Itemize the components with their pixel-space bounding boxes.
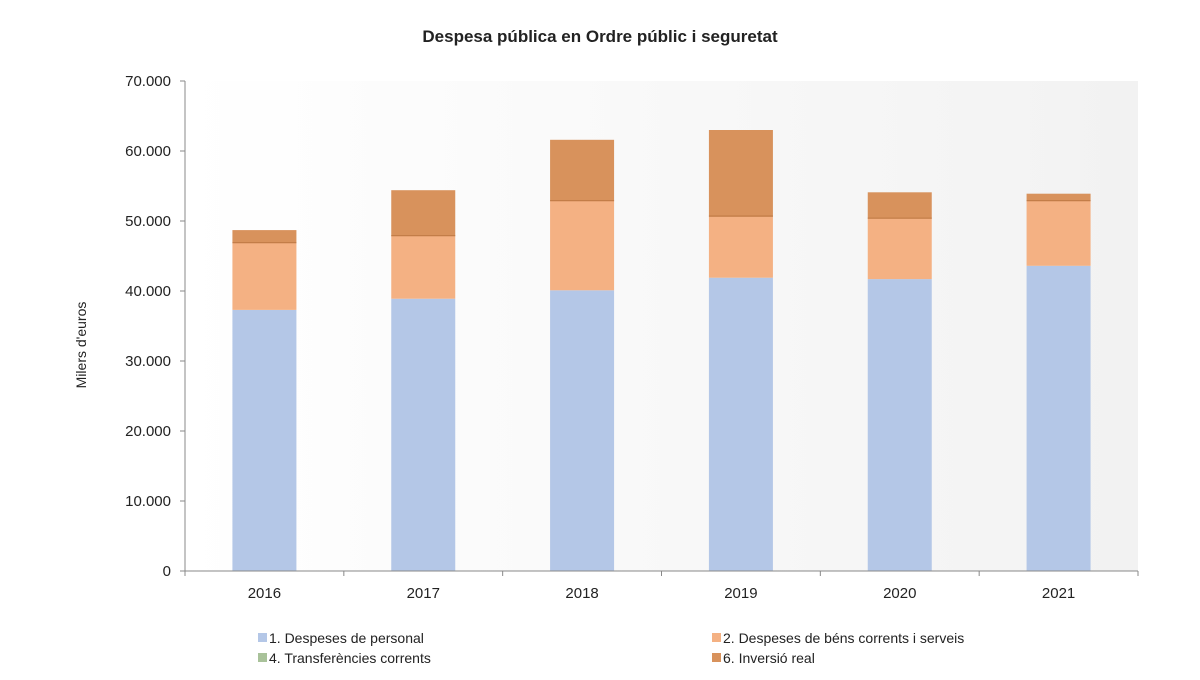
bar-segment-2016-s4 [232, 230, 297, 243]
x-tick-label: 2021 [1042, 585, 1075, 602]
legend-label: 1. Despeses de personal [269, 630, 424, 646]
bar-segment-2018-s1 [550, 290, 615, 571]
legend-swatch [258, 653, 267, 662]
bar-segment-2017-s4 [391, 190, 456, 236]
plot-area [185, 81, 1138, 571]
chart-title: Despesa pública en Ordre públic i segure… [422, 27, 778, 46]
x-tick-label: 2020 [883, 585, 916, 602]
x-tick-label: 2019 [724, 585, 757, 602]
bar-segment-2019-s1 [708, 277, 773, 571]
bar-segment-2021-s2 [1026, 200, 1091, 266]
legend-swatch [712, 653, 721, 662]
bar-segment-2016-s1 [232, 309, 297, 571]
y-tick-label: 40.000 [125, 283, 171, 300]
y-tick-label: 20.000 [125, 423, 171, 440]
bar-segment-2020-s2 [867, 218, 932, 280]
bar-segment-2016-s2 [232, 242, 297, 310]
bar-segment-2021-s1 [1026, 265, 1091, 571]
legend-label: 4. Transferències corrents [269, 650, 431, 666]
x-tick-label: 2016 [248, 585, 281, 602]
x-tick-label: 2018 [565, 585, 598, 602]
x-tick-label: 2017 [407, 585, 440, 602]
y-tick-label: 0 [163, 563, 171, 580]
bar-segment-2021-s4 [1026, 193, 1091, 201]
legend-label: 2. Despeses de béns corrents i serveis [723, 630, 964, 646]
legend-item: 1. Despeses de personal [258, 630, 424, 646]
y-tick-label: 60.000 [125, 143, 171, 160]
legend-swatch [258, 633, 267, 642]
legend-item: 2. Despeses de béns corrents i serveis [712, 630, 964, 646]
bar-segment-2017-s2 [391, 235, 456, 299]
y-tick-label: 30.000 [125, 353, 171, 370]
legend-label: 6. Inversió real [723, 650, 815, 666]
bar-segment-2020-s4 [867, 192, 932, 219]
bar-segment-2017-s1 [391, 298, 456, 571]
legend-item: 6. Inversió real [712, 650, 815, 666]
y-tick-label: 50.000 [125, 213, 171, 230]
legend-swatch [712, 633, 721, 642]
legend-item: 4. Transferències corrents [258, 650, 431, 666]
y-tick-label: 70.000 [125, 73, 171, 90]
bar-segment-2020-s1 [867, 279, 932, 571]
y-tick-label: 10.000 [125, 493, 171, 510]
bar-segment-2019-s2 [708, 216, 773, 278]
bar-segment-2018-s4 [550, 139, 615, 201]
y-axis-label: Milers d'euros [73, 302, 89, 389]
bar-segment-2018-s2 [550, 200, 615, 291]
bar-segment-2019-s4 [708, 130, 773, 217]
